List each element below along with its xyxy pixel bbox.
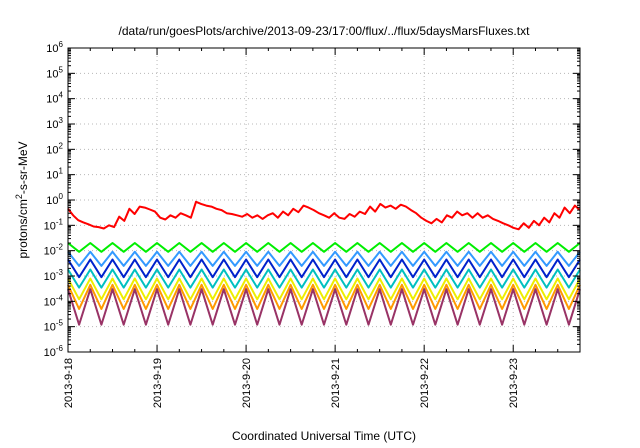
y-tick-label-exponent: -2 [56, 243, 64, 252]
series-line-1 [67, 242, 581, 253]
y-tick-label-base: 10 [44, 220, 56, 232]
y-tick-label-exponent: 5 [59, 65, 64, 74]
y-tick-label-exponent: -1 [56, 217, 64, 226]
x-axis-title: Coordinated Universal Time (UTC) [232, 429, 416, 443]
y-tick-label-exponent: 2 [59, 141, 64, 150]
y-tick-label: 10-1 [44, 217, 64, 232]
y-tick-label: 101 [46, 167, 63, 182]
y-tick-label-exponent: -3 [56, 268, 64, 277]
y-tick-label: 102 [46, 141, 63, 156]
y-tick-label: 100 [46, 192, 63, 207]
y-tick-label-exponent: -6 [56, 344, 64, 353]
y-tick-label: 10-6 [44, 344, 64, 359]
series-group [67, 200, 581, 326]
y-tick-label: 106 [46, 40, 63, 55]
y-tick-label-exponent: 0 [59, 192, 64, 201]
y-tick-label: 10-2 [44, 243, 64, 258]
y-tick-label: 10-3 [44, 268, 64, 283]
y-tick-label: 104 [46, 91, 63, 106]
chart-title: /data/run/goesPlots/archive/2013-09-23/1… [119, 24, 531, 38]
series-line-0 [67, 200, 581, 231]
y-axis: 10-610-510-410-310-210-11001011021031041… [44, 40, 580, 359]
y-axis-title: protons/cm2-s-sr-MeV [14, 141, 30, 258]
y-tick-label-base: 10 [46, 43, 58, 55]
y-tick-label: 10-5 [44, 319, 64, 334]
series-line-2 [67, 250, 581, 267]
x-tick-label: 2013-9-19 [152, 358, 164, 408]
x-tick-label: 2013-9-23 [508, 358, 520, 408]
y-tick-label-base: 10 [46, 119, 58, 131]
x-tick-label: 2013-9-22 [419, 358, 431, 408]
y-tick-label-base: 10 [44, 271, 56, 283]
y-tick-label-exponent: 3 [59, 116, 64, 125]
series-line-5 [67, 277, 581, 301]
x-tick-label: 2013-9-18 [63, 358, 75, 408]
y-axis-title-superscript: 2 [14, 194, 24, 199]
y-tick-label-exponent: 4 [59, 91, 64, 100]
series-line-3 [67, 258, 581, 279]
x-tick-label: 2013-9-20 [241, 358, 253, 408]
y-tick-label-exponent: -4 [56, 293, 64, 302]
x-tick-label: 2013-9-21 [330, 358, 342, 408]
x-axis: 2013-9-18 2013-9-19 2013-9-20 2013-9-21 2013… [63, 48, 559, 408]
y-axis-title-suffix: -s-sr-MeV [16, 141, 30, 194]
y-tick-label-exponent: 1 [59, 167, 64, 176]
series-line-4 [67, 268, 581, 289]
y-tick-label-base: 10 [46, 68, 58, 80]
series-line-7 [67, 288, 581, 326]
y-tick-label-base: 10 [46, 195, 58, 207]
y-tick-label-base: 10 [46, 144, 58, 156]
y-tick-label: 105 [46, 65, 63, 80]
y-tick-label-exponent: -5 [56, 319, 64, 328]
y-tick-label-base: 10 [44, 296, 56, 308]
y-tick-label-base: 10 [44, 322, 56, 334]
y-tick-label-base: 10 [46, 94, 58, 106]
y-tick-label-base: 10 [44, 246, 56, 258]
y-tick-label-base: 10 [44, 347, 56, 359]
y-tick-label: 103 [46, 116, 63, 131]
y-tick-label-base: 10 [46, 170, 58, 182]
series-line-6 [67, 283, 581, 310]
y-axis-title-prefix: protons/cm [16, 199, 30, 258]
y-tick-label-exponent: 6 [59, 40, 64, 49]
y-tick-label: 10-4 [44, 293, 64, 308]
